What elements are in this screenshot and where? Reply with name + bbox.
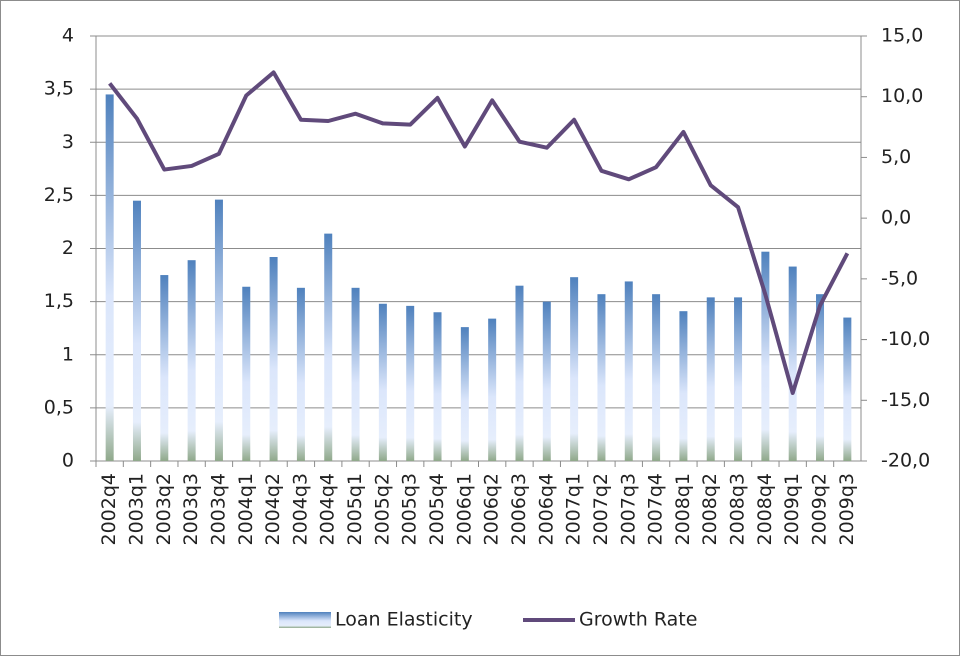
- x-tick-label: 2009q3: [836, 473, 858, 546]
- y-tick-label: 0: [62, 450, 74, 472]
- x-tick-label: 2007q4: [645, 473, 667, 546]
- x-tick-label: 2004q2: [262, 473, 284, 546]
- line: [108, 70, 850, 395]
- legend-swatch: [279, 612, 331, 628]
- x-tick-label: 2002q4: [98, 473, 120, 546]
- x-tick-label: 2003q2: [153, 473, 175, 546]
- bar: [652, 294, 661, 461]
- bar: [679, 311, 688, 461]
- y2-tick-label: -5,0: [881, 267, 918, 289]
- bar: [843, 317, 852, 461]
- y-tick-label: 2: [62, 237, 74, 259]
- bar: [488, 318, 497, 461]
- x-tick-label: 2004q4: [317, 473, 339, 546]
- x-tick-label: 2003q1: [125, 473, 147, 546]
- bar: [132, 200, 141, 461]
- x-tick-label: 2004q1: [235, 473, 257, 546]
- bar: [214, 199, 223, 461]
- x-tick-label: 2009q2: [809, 473, 831, 546]
- y-tick-label: 3: [62, 131, 74, 153]
- legend-label: Growth Rate: [579, 609, 697, 631]
- y-tick-label: 4: [62, 25, 74, 47]
- bar: [734, 297, 743, 461]
- bar: [242, 286, 251, 461]
- x-tick-label: 2008q2: [699, 473, 721, 546]
- x-tick-label: 2004q3: [289, 473, 311, 546]
- x-tick-label: 2006q1: [453, 473, 475, 546]
- bar: [433, 312, 442, 461]
- x-tick-label: 2006q2: [481, 473, 503, 546]
- x-tick-label: 2005q2: [371, 473, 393, 546]
- y-tick-label: 2,5: [44, 184, 74, 206]
- bar: [406, 305, 415, 461]
- bar: [269, 257, 278, 461]
- y-tick-label: 3,5: [44, 78, 74, 100]
- y-tick-label: 1: [62, 343, 74, 365]
- bar: [597, 294, 606, 461]
- x-tick-label: 2005q3: [399, 473, 421, 546]
- y2-tick-label: 10,0: [881, 85, 923, 107]
- y2-tick-label: 15,0: [881, 25, 923, 47]
- x-tick-label: 2007q1: [563, 473, 585, 546]
- x-tick-label: 2005q1: [344, 473, 366, 546]
- y2-tick-label: -10,0: [881, 328, 930, 350]
- bar: [351, 287, 360, 461]
- x-tick-label: 2007q2: [590, 473, 612, 546]
- bar: [788, 266, 797, 461]
- bar: [378, 303, 387, 461]
- x-tick-label: 2008q4: [754, 473, 776, 546]
- y2-tick-label: 0,0: [881, 207, 911, 229]
- bar: [761, 251, 770, 461]
- bar: [296, 287, 305, 461]
- bar: [515, 285, 524, 461]
- x-tick-label: 2003q3: [180, 473, 202, 546]
- bar: [624, 281, 633, 461]
- x-tick-label: 2003q4: [207, 473, 229, 546]
- x-tick-label: 2006q4: [535, 473, 557, 546]
- x-tick-label: 2007q3: [617, 473, 639, 546]
- x-tick-label: 2008q3: [727, 473, 749, 546]
- bar: [160, 275, 169, 461]
- bar: [570, 277, 579, 461]
- x-tick-label: 2009q1: [781, 473, 803, 546]
- y2-tick-label: -20,0: [881, 450, 930, 472]
- y2-tick-label: 5,0: [881, 146, 911, 168]
- bar: [706, 297, 715, 461]
- bar: [187, 260, 196, 461]
- y-tick-label: 1,5: [44, 290, 74, 312]
- legend-label: Loan Elasticity: [335, 609, 473, 631]
- x-tick-label: 2006q3: [508, 473, 530, 546]
- bar: [816, 294, 825, 461]
- x-tick-label: 2005q4: [426, 473, 448, 546]
- y2-tick-label: -15,0: [881, 389, 930, 411]
- bar: [105, 94, 114, 461]
- bar: [324, 233, 333, 461]
- y-tick-label: 0,5: [44, 396, 74, 418]
- x-tick-label: 2008q1: [672, 473, 694, 546]
- bar: [460, 327, 469, 461]
- bar: [542, 301, 551, 461]
